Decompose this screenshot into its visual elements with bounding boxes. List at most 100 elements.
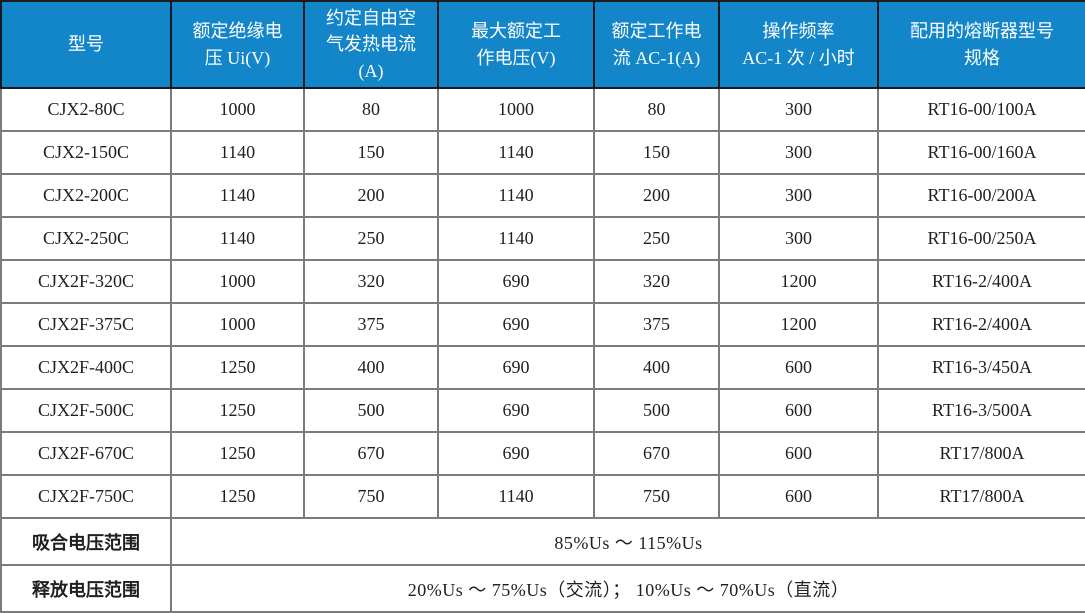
table-cell: 1000 xyxy=(170,302,305,347)
table-cell: 80 xyxy=(593,87,720,132)
table-cell: 1250 xyxy=(170,431,305,476)
column-header-insulation-voltage: 额定绝缘电 压 Ui(V) xyxy=(170,0,305,89)
table-cell: 600 xyxy=(718,474,879,519)
table-cell: 500 xyxy=(593,388,720,433)
table-cell: 80 xyxy=(303,87,439,132)
table-cell: RT16-00/250A xyxy=(877,216,1085,261)
table-cell: 670 xyxy=(303,431,439,476)
pickup-voltage-range-label: 吸合电压范围 xyxy=(0,517,172,566)
table-cell: 1200 xyxy=(718,302,879,347)
table-row: CJX2-150C 1140 150 1140 150 300 RT16-00/160A xyxy=(0,130,1085,175)
column-header-working-current: 额定工作电 流 AC-1(A) xyxy=(593,0,720,89)
table-cell: CJX2F-400C xyxy=(0,345,172,390)
table-cell: 1000 xyxy=(170,87,305,132)
table-cell: 1140 xyxy=(170,216,305,261)
table-cell: 1250 xyxy=(170,345,305,390)
table-cell: RT16-00/100A xyxy=(877,87,1085,132)
table-cell: CJX2-200C xyxy=(0,173,172,218)
table-row: CJX2F-670C 1250 670 690 670 600 RT17/800A xyxy=(0,431,1085,476)
table-cell: 690 xyxy=(437,302,595,347)
table-cell: 600 xyxy=(718,431,879,476)
table-cell: 200 xyxy=(303,173,439,218)
table-cell: 150 xyxy=(593,130,720,175)
column-header-max-working-voltage: 最大额定工 作电压(V) xyxy=(437,0,595,89)
column-header-operating-frequency: 操作频率 AC-1 次 / 小时 xyxy=(718,0,879,89)
table-cell: 1250 xyxy=(170,474,305,519)
pickup-voltage-range-value: 85%Us ～ 115%Us xyxy=(170,517,1085,566)
table-cell: 300 xyxy=(718,87,879,132)
table-cell: 300 xyxy=(718,173,879,218)
table-cell: CJX2-80C xyxy=(0,87,172,132)
table-cell: 1140 xyxy=(437,173,595,218)
table-row: CJX2-200C 1140 200 1140 200 300 RT16-00/200A xyxy=(0,173,1085,218)
table-cell: RT16-00/160A xyxy=(877,130,1085,175)
table-cell: 690 xyxy=(437,388,595,433)
table-cell: CJX2F-375C xyxy=(0,302,172,347)
table-cell: 250 xyxy=(593,216,720,261)
table-body: CJX2-80C 1000 80 1000 80 300 RT16-00/100A CJX2-… xyxy=(0,87,1085,519)
table-cell: 375 xyxy=(593,302,720,347)
table-cell: CJX2-250C xyxy=(0,216,172,261)
table-cell: RT16-00/200A xyxy=(877,173,1085,218)
table-cell: RT17/800A xyxy=(877,431,1085,476)
table-cell: 400 xyxy=(303,345,439,390)
table-cell: RT16-3/450A xyxy=(877,345,1085,390)
release-voltage-range-label: 释放电压范围 xyxy=(0,564,172,613)
table-cell: 375 xyxy=(303,302,439,347)
table-cell: CJX2F-670C xyxy=(0,431,172,476)
table-cell: 600 xyxy=(718,388,879,433)
table-cell: CJX2-150C xyxy=(0,130,172,175)
release-voltage-range-row: 释放电压范围 20%Us ～ 75%Us（交流）； 10%Us ～ 70%Us（… xyxy=(0,564,1085,613)
table-cell: 750 xyxy=(303,474,439,519)
column-header-thermal-current: 约定自由空 气发热电流 (A) xyxy=(303,0,439,89)
table-cell: 320 xyxy=(593,259,720,304)
table-row: CJX2F-500C 1250 500 690 500 600 RT16-3/500A xyxy=(0,388,1085,433)
table-cell: 750 xyxy=(593,474,720,519)
column-header-fuse-spec: 配用的熔断器型号 规格 xyxy=(877,0,1085,89)
table-cell: 690 xyxy=(437,345,595,390)
table-row: CJX2F-400C 1250 400 690 400 600 RT16-3/450A xyxy=(0,345,1085,390)
table-footer: 吸合电压范围 85%Us ～ 115%Us 释放电压范围 20%Us ～ 75%… xyxy=(0,517,1085,613)
table-cell: 150 xyxy=(303,130,439,175)
table-cell: 250 xyxy=(303,216,439,261)
table-cell: RT16-2/400A xyxy=(877,302,1085,347)
table-cell: 1140 xyxy=(170,173,305,218)
table-cell: 200 xyxy=(593,173,720,218)
table-cell: 1000 xyxy=(437,87,595,132)
table-cell: CJX2F-750C xyxy=(0,474,172,519)
table-row: CJX2F-320C 1000 320 690 320 1200 RT16-2/400A xyxy=(0,259,1085,304)
table-row: CJX2-250C 1140 250 1140 250 300 RT16-00/250A xyxy=(0,216,1085,261)
pickup-voltage-range-row: 吸合电压范围 85%Us ～ 115%Us xyxy=(0,517,1085,566)
table-cell: 1140 xyxy=(170,130,305,175)
table-cell: 500 xyxy=(303,388,439,433)
table-header: 型号 额定绝缘电 压 Ui(V) 约定自由空 气发热电流 (A) 最大额定工 作… xyxy=(0,0,1085,89)
table-cell: 300 xyxy=(718,130,879,175)
table-row: CJX2F-375C 1000 375 690 375 1200 RT16-2/400A xyxy=(0,302,1085,347)
header-row: 型号 额定绝缘电 压 Ui(V) 约定自由空 气发热电流 (A) 最大额定工 作… xyxy=(0,0,1085,89)
table-cell: CJX2F-320C xyxy=(0,259,172,304)
table-cell: 690 xyxy=(437,431,595,476)
table-cell: 1140 xyxy=(437,130,595,175)
table-cell: 320 xyxy=(303,259,439,304)
table-cell: 1140 xyxy=(437,216,595,261)
table-cell: 690 xyxy=(437,259,595,304)
table-row: CJX2F-750C 1250 750 1140 750 600 RT17/800A xyxy=(0,474,1085,519)
table-cell: 1250 xyxy=(170,388,305,433)
column-header-model: 型号 xyxy=(0,0,172,89)
table-cell: 1000 xyxy=(170,259,305,304)
table-cell: 300 xyxy=(718,216,879,261)
table-cell: 600 xyxy=(718,345,879,390)
table-cell: 1140 xyxy=(437,474,595,519)
table-row: CJX2-80C 1000 80 1000 80 300 RT16-00/100A xyxy=(0,87,1085,132)
table-cell: RT17/800A xyxy=(877,474,1085,519)
table-cell: RT16-3/500A xyxy=(877,388,1085,433)
table-cell: CJX2F-500C xyxy=(0,388,172,433)
table-cell: RT16-2/400A xyxy=(877,259,1085,304)
release-voltage-range-value: 20%Us ～ 75%Us（交流）； 10%Us ～ 70%Us（直流） xyxy=(170,564,1085,613)
table-cell: 400 xyxy=(593,345,720,390)
table-cell: 670 xyxy=(593,431,720,476)
table-cell: 1200 xyxy=(718,259,879,304)
